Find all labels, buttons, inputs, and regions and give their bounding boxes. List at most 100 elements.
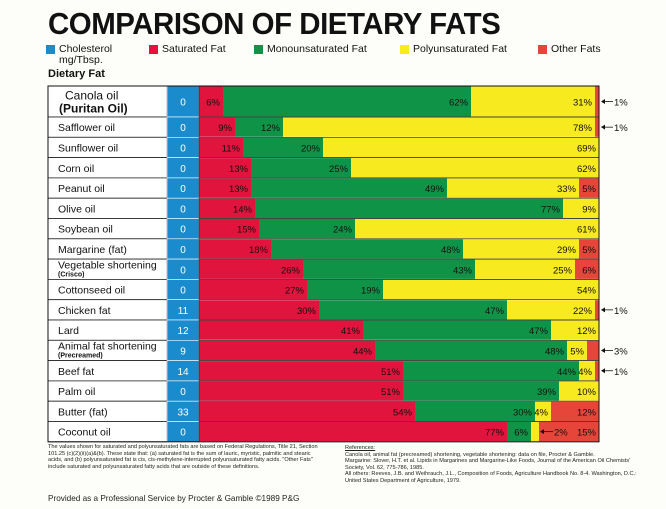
poly-value-label: 69%: [577, 143, 597, 154]
sat-value-label: 11%: [222, 143, 241, 154]
sat-value-label: 15%: [237, 225, 257, 236]
references-heading: References:: [345, 445, 376, 451]
other-fats-bar: [551, 401, 599, 421]
mono-value-label: 62%: [449, 98, 469, 109]
polyunsaturated-bar: [471, 86, 595, 117]
dietary-fat-label: Dietary Fat: [48, 68, 105, 80]
poly-value-label: 33%: [557, 184, 577, 195]
other-fats-bar: [587, 340, 599, 361]
row-label: Corn oil: [58, 163, 94, 175]
cholesterol-value: 0: [180, 98, 186, 109]
polyunsaturated-bar: [507, 300, 595, 320]
saturated-bar: [199, 279, 307, 300]
polyunsaturated-bar: [323, 137, 599, 158]
polyunsaturated-bar: [475, 259, 575, 279]
saturated-bar: [199, 239, 271, 259]
sat-value-label: 9%: [218, 123, 232, 134]
row-label: Chicken fat: [58, 305, 111, 317]
mono-value-label: 20%: [301, 143, 321, 154]
other-value-label: 12%: [577, 407, 597, 418]
mono-value-label: 47%: [529, 326, 549, 337]
other-value-label: 1%: [614, 98, 628, 109]
legend-label-cholesterol: Cholesterol mg/Tbsp.: [59, 43, 113, 66]
poly-value-label: 5%: [570, 346, 584, 357]
mono-value-label: 77%: [541, 204, 561, 215]
cholesterol-value: 0: [180, 164, 186, 175]
mono-value-label: 6%: [514, 428, 528, 439]
mono-value-label: 48%: [545, 346, 565, 357]
monounsaturated-bar: [303, 259, 475, 279]
saturated-bar: [199, 137, 243, 158]
saturated-bar: [199, 198, 255, 218]
mono-value-label: 49%: [425, 184, 445, 195]
legend-swatch-polyunsaturated: [400, 45, 409, 54]
polyunsaturated-bar: [383, 279, 599, 300]
mono-value-label: 12%: [261, 123, 281, 134]
mono-value-label: 24%: [333, 225, 353, 236]
polyunsaturated-bar: [351, 158, 599, 178]
poly-value-label: 2%: [554, 428, 568, 439]
cholesterol-value: 0: [180, 225, 186, 236]
legend-item-other: Other Fats: [538, 44, 601, 55]
other-value-label: 1%: [614, 367, 628, 378]
chart-title: COMPARISON OF DIETARY FATS: [48, 6, 501, 41]
other-fats-bar: [595, 117, 599, 137]
saturated-bar: [199, 178, 251, 198]
polyunsaturated-bar: [535, 401, 551, 421]
saturated-bar: [199, 158, 251, 178]
callout-arrowhead: [540, 429, 544, 435]
mono-value-label: 47%: [485, 306, 505, 317]
other-value-label: 15%: [577, 428, 597, 439]
reference-item: Margarine: Slover, H.T. et al. Lipids in…: [345, 458, 631, 471]
monounsaturated-bar: [403, 381, 559, 401]
sat-value-label: 77%: [485, 428, 505, 439]
sat-value-label: 13%: [229, 164, 249, 175]
monounsaturated-bar: [375, 340, 567, 361]
saturated-bar: [199, 340, 375, 361]
monounsaturated-bar: [235, 117, 283, 137]
legend-item-monounsaturated: Monounsaturated Fat: [254, 44, 367, 55]
other-value-label: 6%: [582, 265, 596, 276]
sat-value-label: 6%: [206, 98, 220, 109]
row-label-sub: (Precreamed): [58, 352, 103, 359]
poly-value-label: 10%: [577, 387, 597, 398]
other-fats-bar: [595, 361, 599, 381]
reference-item: Canola oil, animal fat (precreamed) shor…: [345, 451, 595, 458]
other-value-label: 5%: [582, 184, 596, 195]
other-value-label: 3%: [614, 346, 628, 357]
row-label: Coconut oil: [58, 427, 111, 439]
row-label-sub: (Crisco): [58, 271, 84, 278]
cholesterol-value: 0: [180, 286, 186, 297]
legend-item-cholesterol: Cholesterol mg/Tbsp.: [46, 44, 136, 66]
callout-arrowhead: [601, 307, 605, 313]
sat-value-label: 18%: [249, 245, 269, 256]
legend-swatch-cholesterol: [46, 45, 55, 54]
polyunsaturated-bar: [355, 219, 599, 239]
saturated-bar: [199, 320, 363, 340]
monounsaturated-bar: [363, 320, 551, 340]
polyunsaturated-bar: [283, 117, 595, 137]
poly-value-label: 61%: [577, 225, 597, 236]
table-frame: [47, 85, 600, 443]
reference-item: All others: Reeves, J.B. and Weihrauch, …: [345, 471, 637, 484]
poly-value-label: 9%: [582, 204, 596, 215]
monounsaturated-bar: [271, 239, 463, 259]
cholesterol-value: 0: [180, 265, 186, 276]
polyunsaturated-bar: [531, 422, 539, 442]
poly-value-label: 4%: [578, 367, 592, 378]
row-label: Beef fat: [58, 366, 94, 378]
polyunsaturated-bar: [463, 239, 579, 259]
poly-value-label: 29%: [557, 245, 577, 256]
cholesterol-value: 14: [177, 367, 189, 378]
monounsaturated-bar: [243, 137, 323, 158]
footer-credit: Provided as a Professional Service by Pr…: [48, 494, 300, 503]
mono-value-label: 48%: [441, 245, 461, 256]
cholesterol-value: 0: [180, 184, 186, 195]
mono-value-label: 43%: [453, 265, 473, 276]
row-label: Margarine (fat): [58, 244, 127, 256]
monounsaturated-bar: [259, 219, 355, 239]
saturated-bar: [199, 300, 319, 320]
mono-value-label: 19%: [361, 286, 381, 297]
mono-value-label: 30%: [513, 407, 533, 418]
other-fats-bar: [595, 300, 599, 320]
